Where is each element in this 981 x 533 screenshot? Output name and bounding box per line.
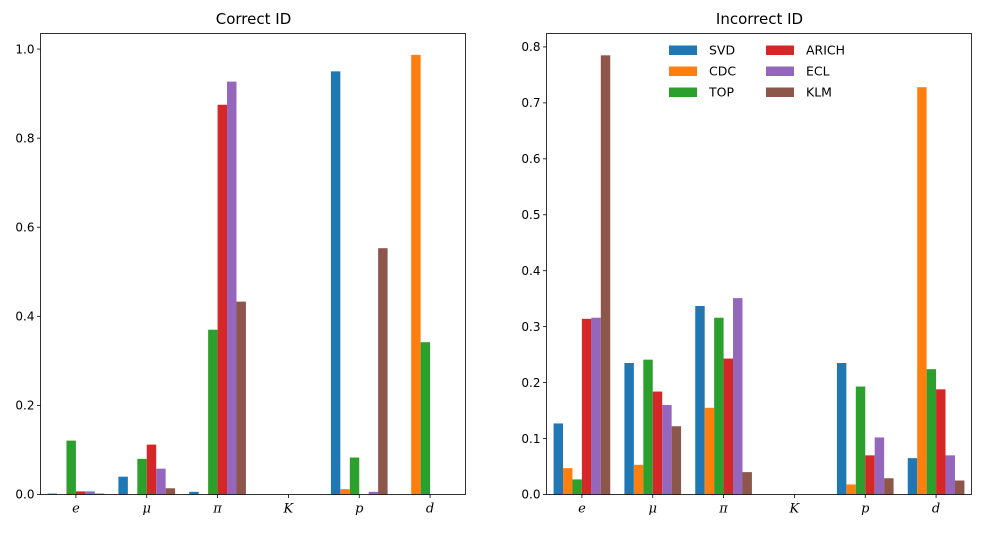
bar-svd-4	[330, 71, 341, 495]
y-tick-label: 0.2	[521, 376, 540, 390]
legend-swatch-svd	[669, 45, 697, 55]
y-tick-label: 0.8	[15, 131, 34, 145]
bar-svd-5	[907, 458, 918, 495]
x-tick-label: K	[283, 502, 295, 517]
panel-title-correct-id: Correct ID	[216, 10, 292, 28]
bar-arich-0	[75, 491, 86, 495]
legend-label-klm: KLM	[806, 85, 832, 100]
bar-klm-2	[236, 301, 246, 495]
bar-top-4	[855, 386, 866, 495]
bar-klm-2	[742, 472, 752, 495]
bar-arich-5	[936, 389, 946, 495]
x-tick-label: e	[72, 502, 80, 517]
bar-ecl-2	[733, 298, 743, 495]
bar-ecl-4	[368, 491, 379, 495]
bar-svd-0	[553, 423, 564, 495]
axes-frame	[40, 33, 466, 495]
y-tick-label: 0.1	[521, 432, 540, 446]
bar-ecl-1	[156, 468, 166, 495]
legend: SVD CDC TOP ARICH ECL KLM	[669, 43, 845, 100]
panel-title-incorrect-id: Incorrect ID	[716, 10, 803, 28]
bar-cdc-4	[340, 489, 350, 495]
bar-svd-4	[836, 363, 847, 495]
y-tick-label: 0.5	[521, 208, 540, 222]
y-tick-label: 0.6	[15, 220, 34, 234]
bar-arich-2	[723, 358, 734, 495]
bar-klm-0	[94, 493, 105, 495]
x-tick-label: μ	[143, 502, 151, 517]
bar-arich-1	[146, 444, 157, 495]
legend-label-svd: SVD	[709, 43, 735, 58]
bar-cdc-2	[704, 407, 715, 495]
bar-ecl-4	[874, 437, 885, 495]
legend-label-arich: ARICH	[806, 43, 845, 58]
x-tick-label: μ	[649, 502, 657, 517]
x-tick-label: e	[578, 502, 586, 517]
bar-arich-1	[652, 391, 663, 495]
legend-label-ecl: ECL	[806, 64, 830, 79]
y-tick-label: 0.4	[15, 310, 34, 324]
bar-klm-4	[884, 478, 894, 495]
legend-label-cdc: CDC	[709, 64, 736, 79]
bar-klm-5	[954, 480, 965, 495]
y-tick-label: 0.0	[521, 488, 540, 502]
bar-top-5	[420, 342, 431, 495]
bar-ecl-0	[591, 317, 601, 495]
y-tick-label: 0.6	[521, 152, 540, 166]
y-tick-label: 1.0	[15, 42, 34, 56]
axes-frame	[546, 33, 972, 495]
y-tick-label: 0.2	[15, 399, 34, 413]
bar-top-4	[349, 457, 360, 495]
bar-cdc-5	[917, 87, 927, 495]
x-tick-label: d	[426, 502, 434, 517]
bar-svd-1	[624, 363, 634, 495]
bar-top-2	[714, 317, 724, 495]
bar-svd-2	[695, 305, 705, 495]
bar-top-0	[66, 440, 76, 495]
bar-top-0	[572, 479, 582, 495]
bar-svd-0	[47, 493, 58, 495]
bar-klm-0	[600, 55, 611, 495]
bar-klm-1	[671, 426, 682, 495]
y-tick-label: 0.4	[521, 264, 540, 278]
legend-swatch-ecl	[766, 66, 794, 76]
bar-ecl-0	[85, 491, 95, 495]
bar-arich-0	[581, 318, 592, 495]
bar-top-1	[137, 458, 147, 495]
legend-swatch-klm	[766, 87, 794, 97]
y-tick-label: 0.8	[521, 40, 540, 54]
bar-top-1	[643, 359, 653, 495]
x-tick-label: d	[932, 502, 940, 517]
panel-incorrect-id: Incorrect ID 0.0 0.1 0.2 0.3 0.4 0.5 0.6 0.7 0.8…	[521, 10, 972, 517]
bar-svd-2	[189, 491, 199, 495]
bar-ecl-5	[945, 455, 955, 495]
bar-cdc-1	[633, 464, 644, 495]
legend-swatch-arich	[766, 45, 794, 55]
bar-cdc-4	[846, 484, 856, 495]
x-tick-label: π	[212, 502, 222, 517]
bar-cdc-5	[411, 54, 421, 495]
x-tick-label: π	[718, 502, 728, 517]
legend-swatch-top	[669, 87, 697, 97]
legend-label-top: TOP	[708, 85, 734, 100]
x-tick-label: K	[789, 502, 801, 517]
bar-klm-1	[165, 488, 176, 495]
bar-top-5	[926, 369, 937, 495]
legend-swatch-cdc	[669, 66, 697, 76]
bar-arich-2	[217, 104, 228, 495]
bar-top-2	[208, 329, 218, 495]
x-tick-label: p	[355, 502, 364, 517]
bar-ecl-1	[662, 404, 672, 495]
bar-arich-4	[865, 455, 875, 495]
x-tick-label: p	[861, 502, 870, 517]
y-tick-label: 0.7	[521, 96, 540, 110]
bar-cdc-0	[563, 468, 573, 495]
y-tick-label: 0.0	[15, 488, 34, 502]
bar-svd-1	[118, 476, 128, 495]
y-tick-label: 0.3	[521, 320, 540, 334]
bar-klm-4	[378, 248, 388, 495]
bar-ecl-2	[227, 81, 237, 495]
